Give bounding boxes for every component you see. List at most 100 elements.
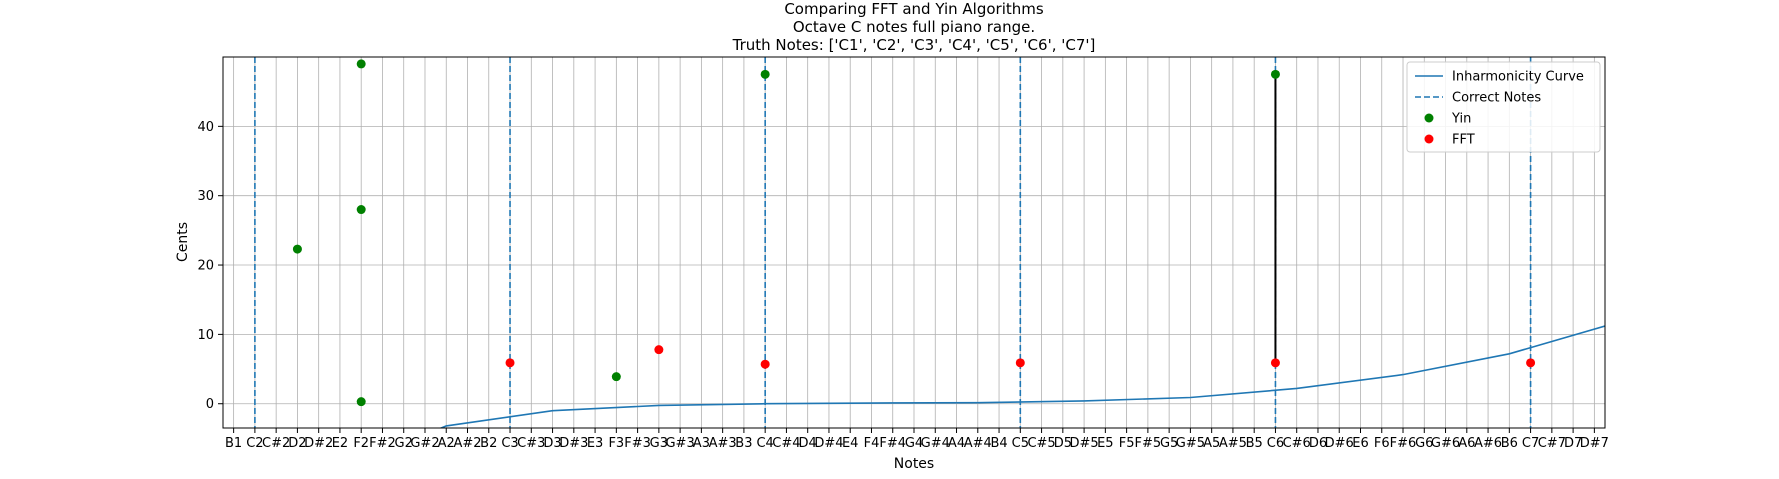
legend: Inharmonicity Curve Correct Notes Yin FFT xyxy=(1406,61,1601,153)
x-tick-label: G#6 xyxy=(1431,436,1460,451)
x-tick-label: G#4 xyxy=(921,436,950,451)
x-tick-label: D7 xyxy=(1564,436,1582,451)
x-tick-label: F#3 xyxy=(624,436,651,451)
yin-point xyxy=(760,69,770,79)
x-tick-label: C4 xyxy=(756,436,773,451)
fft-point xyxy=(654,345,664,355)
yin-point xyxy=(356,59,366,69)
y-tick-label: 30 xyxy=(197,189,214,204)
x-tick-label: C7 xyxy=(1522,436,1539,451)
x-tick-label: C2 xyxy=(246,436,263,451)
legend-label-yin: Yin xyxy=(1451,112,1471,127)
x-tick-label: C6 xyxy=(1267,436,1284,451)
x-tick-label: D#4 xyxy=(814,436,843,451)
x-tick-label: A5 xyxy=(1203,436,1220,451)
x-tick-label: F6 xyxy=(1374,436,1390,451)
grid xyxy=(223,57,1605,428)
x-tick-label: E4 xyxy=(842,436,859,451)
fft-point xyxy=(1526,358,1536,368)
legend-label-fft: FFT xyxy=(1452,133,1475,148)
inharmonicity-curve xyxy=(439,325,1605,428)
x-tick-label: A#4 xyxy=(964,436,992,451)
x-tick-label: G#2 xyxy=(410,436,439,451)
inharmonicity-curve-layer xyxy=(439,325,1605,428)
x-tick-label: C#3 xyxy=(517,436,545,451)
x-tick-label: D#5 xyxy=(1069,436,1098,451)
x-tick-label: A#6 xyxy=(1474,436,1502,451)
x-tick-label: G#3 xyxy=(665,436,694,451)
yin-point xyxy=(1270,69,1280,79)
legend-box xyxy=(1406,61,1601,153)
x-tick-label: C#2 xyxy=(262,436,290,451)
x-tick-label: A3 xyxy=(693,436,710,451)
x-tick-label: B1 xyxy=(225,436,242,451)
x-tick-label: A6 xyxy=(1458,436,1475,451)
yin-point xyxy=(292,244,302,254)
yin-point xyxy=(611,372,621,382)
x-tick-label: B5 xyxy=(1246,436,1263,451)
x-tick-label: A#5 xyxy=(1219,436,1247,451)
x-tick-label: D4 xyxy=(799,436,817,451)
x-tick-label: G6 xyxy=(1415,436,1433,451)
title-line-1: Comparing FFT and Yin Algorithms xyxy=(784,0,1044,18)
x-tick-label: G2 xyxy=(395,436,413,451)
legend-label-inharmonicity-curve: Inharmonicity Curve xyxy=(1452,70,1584,85)
x-tick-label: A2 xyxy=(438,436,455,451)
x-tick-label: C#7 xyxy=(1538,436,1566,451)
x-tick-label: F#5 xyxy=(1135,436,1162,451)
x-tick-label: G5 xyxy=(1160,436,1178,451)
y-tick-label: 40 xyxy=(197,120,214,135)
x-tick-label: F#4 xyxy=(879,436,906,451)
x-tick-label: C3 xyxy=(501,436,518,451)
x-tick-label: D#3 xyxy=(559,436,588,451)
x-tick-label: D2 xyxy=(288,436,306,451)
x-tick-label: F5 xyxy=(1119,436,1135,451)
x-tick-label: G#5 xyxy=(1176,436,1205,451)
x-tick-label: B6 xyxy=(1501,436,1518,451)
x-tick-label: C#5 xyxy=(1027,436,1055,451)
x-tick-label: C#6 xyxy=(1283,436,1311,451)
x-tick-label: D6 xyxy=(1309,436,1327,451)
x-tick-label: G4 xyxy=(905,436,923,451)
x-tick-label: D#2 xyxy=(304,436,333,451)
fft-point xyxy=(1270,358,1280,368)
yin-point xyxy=(356,397,366,407)
x-tick-label: B3 xyxy=(735,436,752,451)
chart-title: Comparing FFT and Yin Algorithms Octave … xyxy=(732,0,1096,54)
data-points xyxy=(292,59,1536,407)
x-tick-label: C#4 xyxy=(772,436,800,451)
y-tick-label: 0 xyxy=(206,397,214,412)
legend-swatch-yin xyxy=(1424,113,1434,123)
title-line-3: Truth Notes: ['C1', 'C2', 'C3', 'C4', 'C… xyxy=(732,36,1096,54)
x-tick-label: A#2 xyxy=(453,436,481,451)
x-tick-label: E5 xyxy=(1097,436,1114,451)
x-tick-label: D5 xyxy=(1054,436,1072,451)
legend-label-correct-notes: Correct Notes xyxy=(1452,91,1541,106)
y-tick-label: 20 xyxy=(197,259,214,274)
x-tick-label: A4 xyxy=(948,436,965,451)
x-tick-label: E6 xyxy=(1352,436,1369,451)
x-tick-label: F2 xyxy=(353,436,369,451)
x-tick-label: B2 xyxy=(480,436,497,451)
x-tick-label: F4 xyxy=(864,436,880,451)
x-axis-label: Notes xyxy=(894,456,934,472)
x-tick-label: F3 xyxy=(608,436,624,451)
x-tick-label: F#6 xyxy=(1390,436,1417,451)
x-tick-label: F#2 xyxy=(369,436,396,451)
y-axis-label: Cents xyxy=(175,222,191,262)
title-line-2: Octave C notes full piano range. xyxy=(793,18,1035,36)
fft-point xyxy=(505,358,515,368)
fft-point xyxy=(760,359,770,369)
legend-swatch-fft xyxy=(1424,134,1434,144)
x-tick-label: D#6 xyxy=(1325,436,1354,451)
yin-point xyxy=(356,205,366,215)
y-tick-label: 10 xyxy=(197,328,214,343)
x-tick-label: E3 xyxy=(587,436,604,451)
fft-point xyxy=(1015,358,1025,368)
x-tick-label: G3 xyxy=(650,436,668,451)
x-tick-label: A#3 xyxy=(709,436,737,451)
y-axis-ticks: 0 10 20 30 40 xyxy=(197,120,223,412)
x-tick-label: D#7 xyxy=(1580,436,1609,451)
